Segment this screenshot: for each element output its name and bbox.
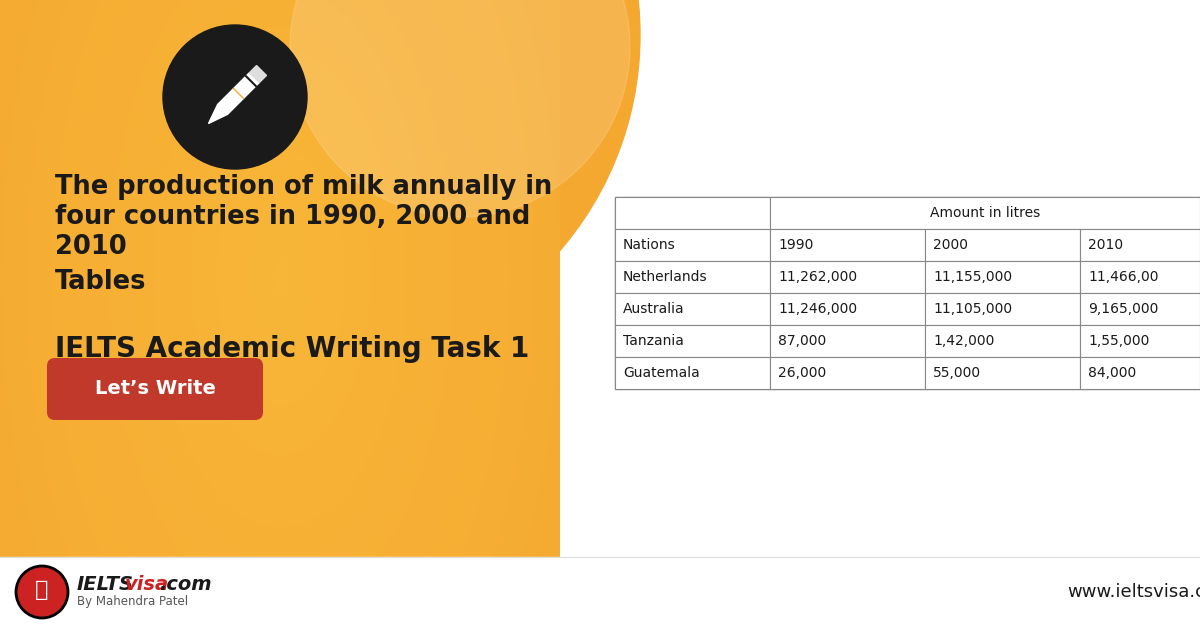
Text: IELTS: IELTS <box>77 574 134 594</box>
Bar <box>770 325 925 357</box>
Text: 2000: 2000 <box>934 238 968 252</box>
Text: 55,000: 55,000 <box>934 366 982 380</box>
Bar <box>616 357 770 389</box>
Bar <box>770 197 1200 229</box>
Bar <box>1080 229 1200 261</box>
Bar <box>770 357 925 389</box>
Bar <box>616 261 770 293</box>
Text: 11,262,000: 11,262,000 <box>778 270 857 284</box>
Text: Nations: Nations <box>623 238 676 252</box>
Polygon shape <box>250 66 266 83</box>
Circle shape <box>163 25 307 169</box>
Text: 26,000: 26,000 <box>778 366 827 380</box>
Text: .com: .com <box>158 574 211 594</box>
Bar <box>616 325 770 357</box>
Text: The production of milk annually in: The production of milk annually in <box>55 174 552 200</box>
Text: 11,466,00: 11,466,00 <box>1088 270 1158 284</box>
Bar <box>925 293 1080 325</box>
Text: 11,155,000: 11,155,000 <box>934 270 1012 284</box>
FancyBboxPatch shape <box>47 358 263 420</box>
Bar <box>770 293 925 325</box>
Circle shape <box>290 0 630 217</box>
Text: four countries in 1990, 2000 and: four countries in 1990, 2000 and <box>55 204 530 230</box>
Bar <box>925 357 1080 389</box>
Text: 84,000: 84,000 <box>1088 366 1136 380</box>
Text: 87,000: 87,000 <box>778 334 827 348</box>
Circle shape <box>0 0 640 365</box>
Bar <box>925 229 1080 261</box>
FancyBboxPatch shape <box>0 0 560 557</box>
Text: Tanzania: Tanzania <box>623 334 684 348</box>
Bar <box>616 229 770 261</box>
Text: Australia: Australia <box>623 302 685 316</box>
Bar <box>770 261 925 293</box>
Text: 11,246,000: 11,246,000 <box>778 302 857 316</box>
Text: Amount in litres: Amount in litres <box>930 206 1040 220</box>
Text: Guatemala: Guatemala <box>623 366 700 380</box>
Text: 11,105,000: 11,105,000 <box>934 302 1012 316</box>
Bar <box>925 261 1080 293</box>
Text: 2010: 2010 <box>1088 238 1123 252</box>
Text: 2010: 2010 <box>55 234 127 260</box>
Circle shape <box>16 566 68 618</box>
Polygon shape <box>209 105 228 124</box>
Polygon shape <box>217 73 259 114</box>
Text: 1,55,000: 1,55,000 <box>1088 334 1150 348</box>
Text: 👤: 👤 <box>35 580 49 600</box>
Text: 9,165,000: 9,165,000 <box>1088 302 1158 316</box>
Bar <box>0 557 1200 627</box>
Text: 1990: 1990 <box>778 238 814 252</box>
Bar <box>0 0 310 557</box>
Bar <box>1080 325 1200 357</box>
Text: visa: visa <box>125 574 169 594</box>
Bar <box>616 197 770 229</box>
Bar <box>1080 357 1200 389</box>
Text: Netherlands: Netherlands <box>623 270 708 284</box>
Bar <box>770 229 925 261</box>
Text: 1,42,000: 1,42,000 <box>934 334 995 348</box>
Bar <box>616 293 770 325</box>
Bar <box>1080 293 1200 325</box>
Text: Let’s Write: Let’s Write <box>95 379 216 399</box>
Text: By Mahendra Patel: By Mahendra Patel <box>77 596 188 608</box>
Text: Tables: Tables <box>55 269 146 295</box>
Text: www.ieltsvisa.com: www.ieltsvisa.com <box>1067 583 1200 601</box>
Bar <box>616 197 1200 389</box>
Text: IELTS Academic Writing Task 1: IELTS Academic Writing Task 1 <box>55 335 529 363</box>
Bar <box>925 325 1080 357</box>
Bar <box>1080 261 1200 293</box>
